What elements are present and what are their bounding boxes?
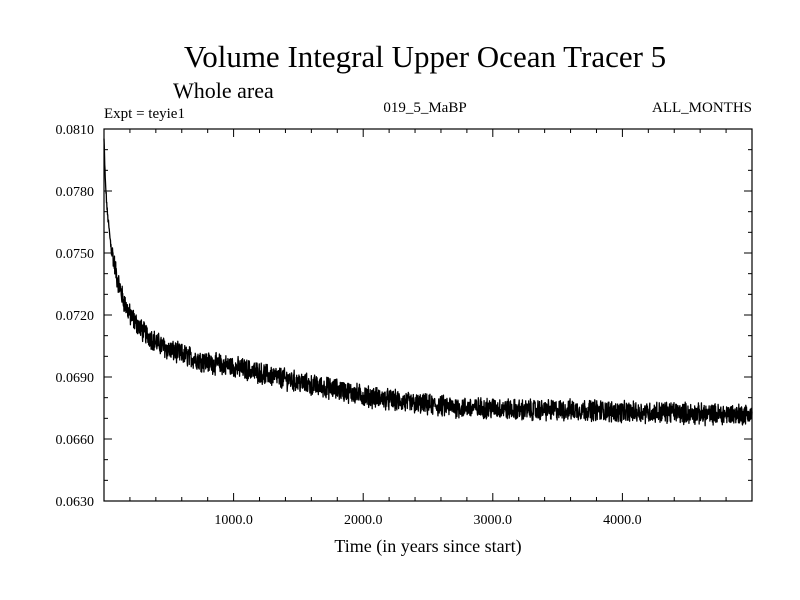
y-tick-labels: 0.0630 0.0660 0.0690 0.0720 0.0750 0.0780 0.08…: [56, 123, 95, 510]
y-tick-label: 0.0810: [56, 123, 95, 138]
series-line: [103, 138, 753, 427]
x-tick-labels: 1000.0 2000.0 3000.0 4000.0: [214, 513, 641, 528]
experiment-label: Expt = teyie1: [104, 106, 185, 122]
y-tick-label: 0.0780: [56, 185, 95, 200]
months-label: ALL_MONTHS: [652, 100, 752, 116]
y-tick-label: 0.0630: [56, 495, 95, 510]
x-tick-label: 4000.0: [603, 513, 642, 528]
x-tick-label: 3000.0: [474, 513, 513, 528]
y-tick-label: 0.0660: [56, 433, 95, 448]
y-tick-label: 0.0690: [56, 371, 95, 386]
plot-frame: [103, 128, 753, 502]
x-tick-label: 1000.0: [214, 513, 253, 528]
y-tick-label: 0.0750: [56, 247, 95, 262]
chart-title: Volume Integral Upper Ocean Tracer 5: [184, 39, 666, 74]
y-tick-label: 0.0720: [56, 309, 95, 324]
x-tick-label: 2000.0: [344, 513, 383, 528]
chart-subtitle: Whole area: [173, 78, 274, 103]
run-label: 019_5_MaBP: [383, 100, 466, 116]
tick-marks: [104, 128, 752, 502]
x-axis-label: Time (in years since start): [334, 536, 521, 557]
